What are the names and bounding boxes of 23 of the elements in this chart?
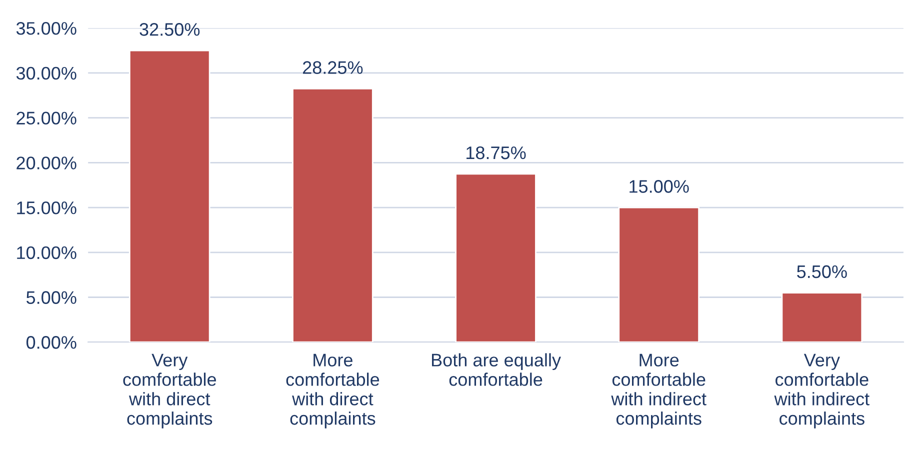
- bar: [292, 88, 374, 342]
- x-tick-label: More comfortable with indirect complaints: [611, 354, 706, 428]
- x-tick-label: More comfortable with direct complaints: [286, 354, 380, 428]
- y-tick-label: 20.00%: [16, 156, 76, 170]
- y-tick-label: 5.00%: [26, 291, 76, 304]
- bar: [128, 50, 210, 342]
- bar: [455, 173, 536, 342]
- y-tick-label: 15.00%: [17, 201, 76, 214]
- data-label: 15.00%: [630, 180, 689, 193]
- y-tick-label: 0.00%: [26, 336, 76, 349]
- data-label: 28.25%: [302, 61, 363, 74]
- y-tick-label: 30.00%: [16, 66, 76, 80]
- y-tick-label: 35.00%: [16, 22, 76, 35]
- data-label: 32.50%: [140, 23, 200, 36]
- bar: [618, 206, 700, 342]
- x-tick-label: Both are equally comfortable: [432, 353, 561, 386]
- bar: [781, 292, 863, 342]
- y-tick-label: 25.00%: [16, 112, 76, 125]
- y-tick-label: 10.00%: [17, 246, 76, 260]
- x-tick-label: Very comfortable with direct complaints: [123, 354, 216, 428]
- data-label: 5.50%: [797, 265, 847, 278]
- x-tick-label: Very comfortable with indirect complaints: [774, 354, 870, 428]
- data-label: 18.75%: [466, 146, 526, 160]
